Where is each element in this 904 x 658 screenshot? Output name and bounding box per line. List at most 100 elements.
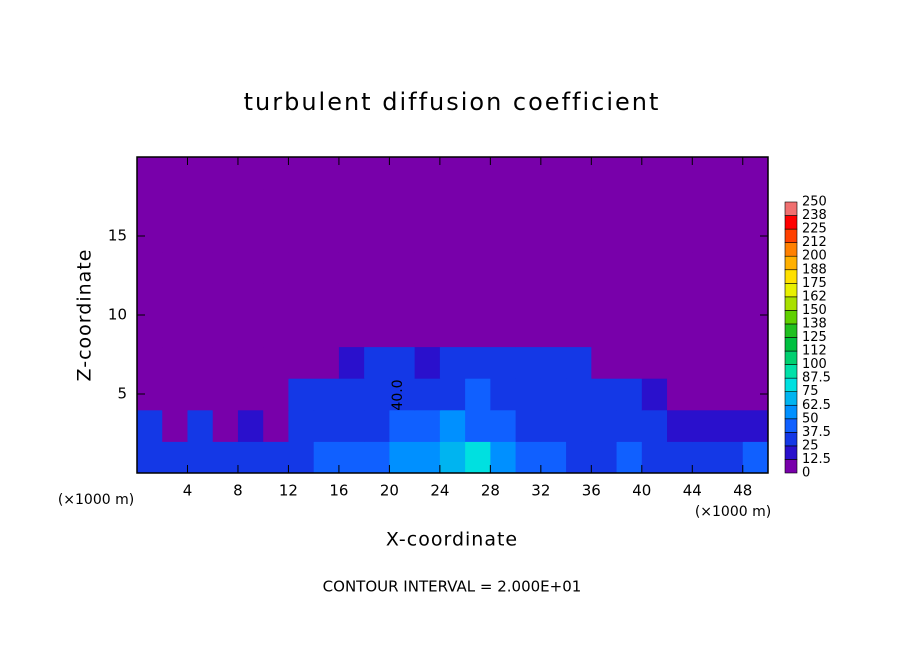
field-cell xyxy=(717,157,744,190)
field-cell xyxy=(667,157,693,190)
field-cell xyxy=(515,378,542,411)
field-cell xyxy=(490,188,517,221)
field-cell xyxy=(364,220,390,253)
field-cell xyxy=(162,441,188,474)
field-cell xyxy=(237,346,264,379)
field-cell xyxy=(616,283,643,316)
field-cell xyxy=(591,409,618,442)
field-cell xyxy=(540,283,567,316)
colorbar-label: 150 xyxy=(802,303,827,318)
field-cell xyxy=(288,283,315,316)
field-cell xyxy=(288,157,315,190)
field-cell xyxy=(465,188,491,221)
field-cell xyxy=(641,315,668,348)
y-axis-label: Z-coordinate xyxy=(74,249,96,382)
field-cell xyxy=(616,346,643,379)
field-cell xyxy=(641,409,668,442)
field-cell xyxy=(591,188,618,221)
colorbar-swatch xyxy=(784,323,798,338)
field-cell xyxy=(692,220,719,253)
field-cell xyxy=(338,220,365,253)
field-cell xyxy=(717,378,744,411)
field-cell xyxy=(616,409,643,442)
field-cell xyxy=(616,251,643,284)
field-cell xyxy=(137,315,163,348)
field-cell xyxy=(717,315,744,348)
field-cell xyxy=(389,315,416,348)
colorbar-swatch xyxy=(784,296,798,311)
colorbar-swatch xyxy=(784,282,798,298)
field-cell xyxy=(187,346,214,379)
x-tick-label: 48 xyxy=(733,482,752,500)
field-cell xyxy=(566,409,592,442)
colorbar-label: 188 xyxy=(802,262,827,277)
field-cell xyxy=(692,441,719,474)
field-cell xyxy=(237,188,264,221)
field-cell xyxy=(137,346,163,379)
field-cell xyxy=(414,441,441,474)
field-cell xyxy=(212,315,239,348)
field-cell xyxy=(313,346,340,379)
field-cell xyxy=(162,378,188,411)
field-cell xyxy=(439,283,466,316)
colorbar-label: 212 xyxy=(802,235,827,250)
field-cell xyxy=(288,441,315,474)
contour-label: 40.0 xyxy=(390,379,406,410)
field-cell xyxy=(667,251,693,284)
field-cell xyxy=(742,283,769,316)
field-cell xyxy=(490,315,517,348)
colorbar-swatch xyxy=(784,391,798,406)
field-cell xyxy=(187,283,214,316)
field-cell xyxy=(389,251,416,284)
x-axis-label: X-coordinate xyxy=(386,529,518,551)
colorbar-swatch xyxy=(784,459,798,474)
field-cell xyxy=(137,188,163,221)
field-cell xyxy=(439,251,466,284)
field-cell xyxy=(465,315,491,348)
field-cell xyxy=(364,409,390,442)
field-cell xyxy=(717,220,744,253)
colorbar-swatch xyxy=(784,404,798,420)
field-cell xyxy=(490,378,517,411)
field-cell xyxy=(717,346,744,379)
field-cell xyxy=(641,220,668,253)
field-cell xyxy=(338,157,365,190)
field-cell xyxy=(540,378,567,411)
x-tick-label: 28 xyxy=(481,482,500,500)
field-cell xyxy=(616,378,643,411)
field-cell xyxy=(540,251,567,284)
field-cell xyxy=(515,220,542,253)
field-cell xyxy=(389,346,416,379)
colorbar-swatch xyxy=(784,364,798,379)
field-cell xyxy=(212,220,239,253)
field-cell xyxy=(389,188,416,221)
field-cell xyxy=(338,441,365,474)
field-cell xyxy=(364,283,390,316)
field-cell xyxy=(692,251,719,284)
field-cell xyxy=(439,441,466,474)
x-tick-label: 12 xyxy=(279,482,298,500)
field-cell xyxy=(389,157,416,190)
field-cell xyxy=(490,251,517,284)
field-cell xyxy=(389,409,416,442)
field-cell xyxy=(591,315,618,348)
field-cell xyxy=(465,157,491,190)
field-cell xyxy=(137,251,163,284)
field-cell xyxy=(313,315,340,348)
colorbar-label: 175 xyxy=(802,276,827,291)
colorbar-swatch xyxy=(784,215,798,230)
field-cell xyxy=(237,315,264,348)
field-cell xyxy=(742,441,769,474)
field-cell xyxy=(263,315,289,348)
colorbar-swatch xyxy=(784,242,798,257)
field-cell xyxy=(540,315,567,348)
field-cell xyxy=(591,441,618,474)
x-tick-label: 32 xyxy=(531,482,550,500)
field-cell xyxy=(566,251,592,284)
field-cell xyxy=(263,157,289,190)
field-cell xyxy=(591,378,618,411)
colorbar-swatch xyxy=(784,255,798,271)
field-cell xyxy=(616,157,643,190)
field-cell xyxy=(490,220,517,253)
field-cell xyxy=(641,378,668,411)
